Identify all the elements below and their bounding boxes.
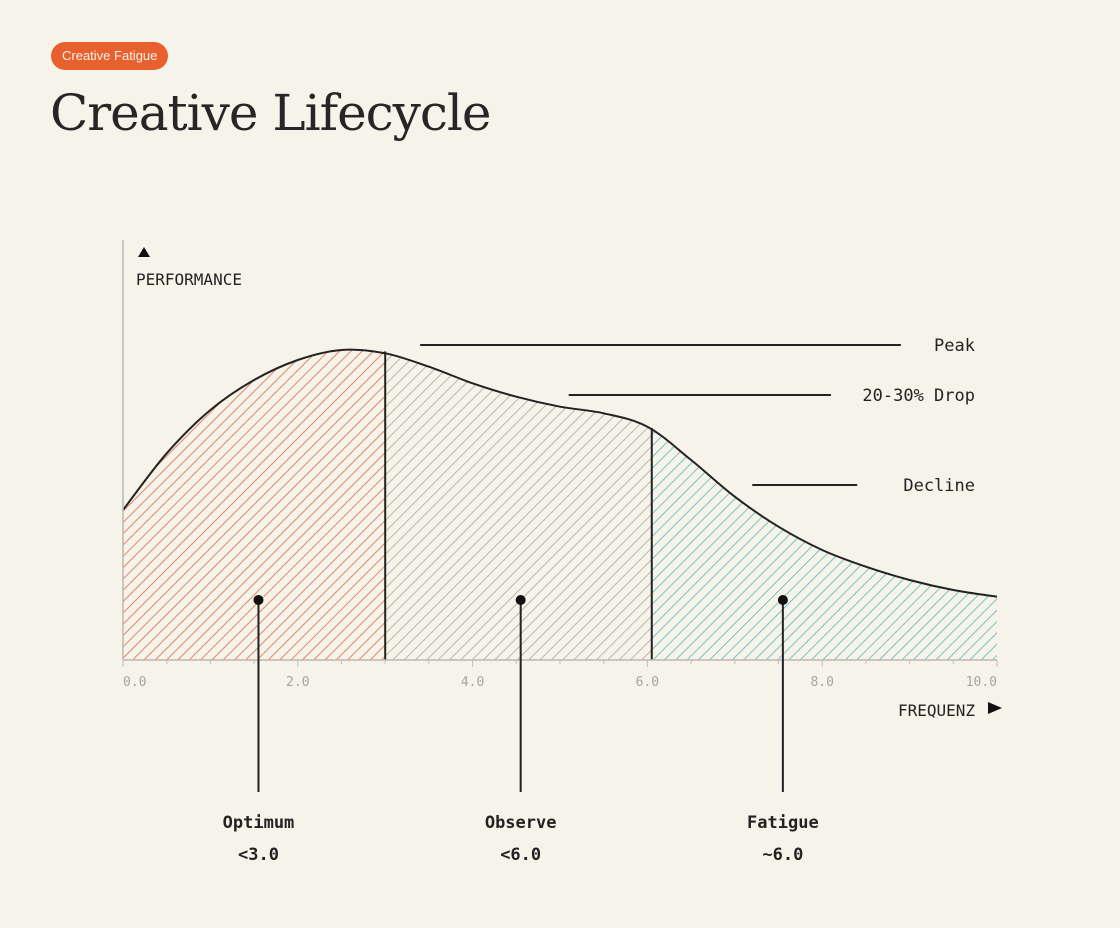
zone-optimum-range: <3.0	[238, 845, 279, 865]
annotation-label: 20-30% Drop	[862, 386, 975, 406]
zone-fatigue-range: ~6.0	[762, 845, 803, 865]
x-tick-label: 10.0	[966, 675, 997, 690]
zone-fatigue-marker	[777, 595, 788, 605]
y-axis-arrow-icon	[138, 247, 150, 257]
x-tick-label: 2.0	[286, 675, 309, 690]
category-badge: Creative Fatigue	[51, 42, 169, 70]
zone-optimum-area	[123, 349, 386, 660]
performance-curve	[122, 348, 998, 598]
x-axis-arrow-icon	[988, 702, 1002, 714]
y-axis-label: PERFORMANCE	[136, 270, 242, 289]
zone-observe-area	[385, 349, 652, 660]
x-tick-label: 6.0	[636, 675, 659, 690]
x-tick-label: 8.0	[810, 675, 833, 690]
x-tick-label: 4.0	[461, 675, 484, 690]
x-axis-label: FREQUENZ	[898, 701, 975, 720]
x-tick-label: 0.0	[123, 675, 146, 690]
zone-optimum-label: Optimum	[223, 813, 295, 833]
zone-observe-marker	[515, 595, 526, 605]
page-title: Creative Lifecycle	[50, 84, 491, 142]
annotation-label: Decline	[903, 476, 975, 496]
zone-fatigue-label: Fatigue	[747, 813, 819, 833]
zone-observe-label: Observe	[485, 813, 557, 833]
zone-optimum-marker	[253, 595, 264, 605]
annotation-label: Peak	[934, 336, 975, 356]
zone-observe-range: <6.0	[500, 845, 541, 865]
